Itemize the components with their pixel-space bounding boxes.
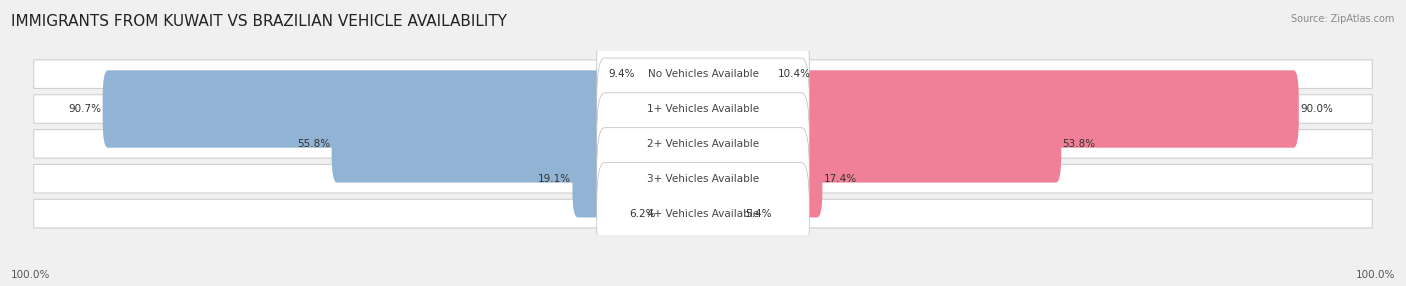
Text: 3+ Vehicles Available: 3+ Vehicles Available (647, 174, 759, 184)
FancyBboxPatch shape (697, 70, 1299, 148)
Text: 55.8%: 55.8% (297, 139, 330, 149)
Text: 4+ Vehicles Available: 4+ Vehicles Available (647, 208, 759, 219)
Text: 53.8%: 53.8% (1063, 139, 1095, 149)
FancyBboxPatch shape (34, 95, 1372, 123)
FancyBboxPatch shape (332, 105, 709, 182)
FancyBboxPatch shape (697, 140, 823, 217)
Text: 10.4%: 10.4% (778, 69, 811, 79)
FancyBboxPatch shape (34, 164, 1372, 193)
FancyBboxPatch shape (103, 70, 709, 148)
Text: 90.0%: 90.0% (1301, 104, 1333, 114)
Text: Source: ZipAtlas.com: Source: ZipAtlas.com (1291, 14, 1395, 24)
Text: 19.1%: 19.1% (538, 174, 571, 184)
FancyBboxPatch shape (596, 128, 810, 230)
FancyBboxPatch shape (596, 58, 810, 160)
FancyBboxPatch shape (697, 175, 744, 252)
FancyBboxPatch shape (596, 23, 810, 125)
Legend: Immigrants from Kuwait, Brazilian: Immigrants from Kuwait, Brazilian (574, 285, 832, 286)
Text: 2+ Vehicles Available: 2+ Vehicles Available (647, 139, 759, 149)
Text: 100.0%: 100.0% (11, 270, 51, 280)
FancyBboxPatch shape (34, 60, 1372, 88)
Text: 100.0%: 100.0% (1355, 270, 1395, 280)
Text: 90.7%: 90.7% (69, 104, 101, 114)
FancyBboxPatch shape (657, 175, 709, 252)
Text: No Vehicles Available: No Vehicles Available (648, 69, 758, 79)
FancyBboxPatch shape (596, 162, 810, 265)
FancyBboxPatch shape (636, 35, 709, 113)
FancyBboxPatch shape (34, 130, 1372, 158)
Text: 17.4%: 17.4% (824, 174, 856, 184)
FancyBboxPatch shape (572, 140, 709, 217)
FancyBboxPatch shape (34, 199, 1372, 228)
FancyBboxPatch shape (697, 35, 776, 113)
Text: 5.4%: 5.4% (745, 208, 772, 219)
Text: 1+ Vehicles Available: 1+ Vehicles Available (647, 104, 759, 114)
Text: IMMIGRANTS FROM KUWAIT VS BRAZILIAN VEHICLE AVAILABILITY: IMMIGRANTS FROM KUWAIT VS BRAZILIAN VEHI… (11, 14, 508, 29)
Text: 9.4%: 9.4% (609, 69, 634, 79)
Text: 6.2%: 6.2% (630, 208, 655, 219)
FancyBboxPatch shape (697, 105, 1062, 182)
FancyBboxPatch shape (596, 93, 810, 195)
